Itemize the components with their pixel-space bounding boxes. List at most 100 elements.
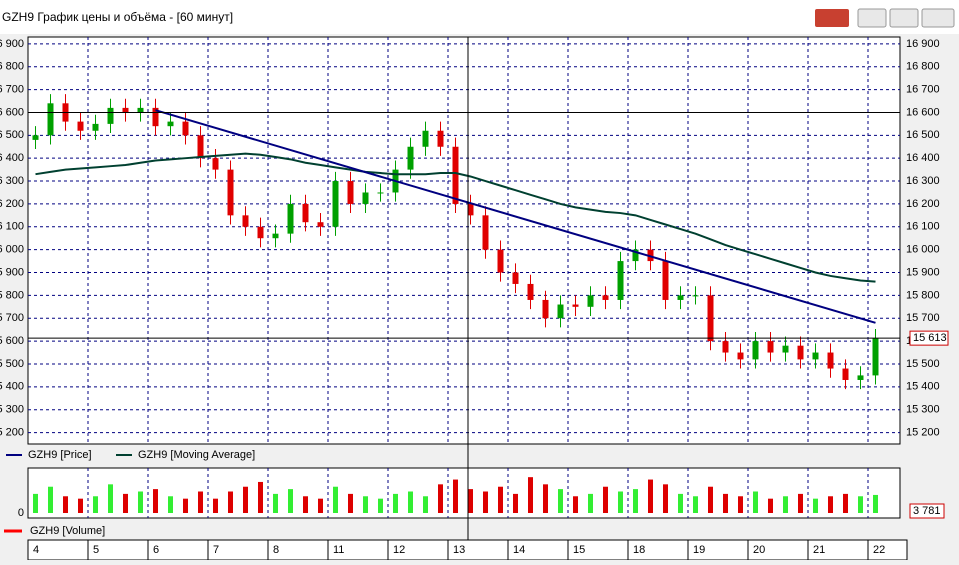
y-tick-label: 15 300: [906, 404, 940, 416]
date-label: 20: [753, 544, 765, 556]
y-tick-label-left: 15 700: [0, 312, 24, 324]
y-tick-label-left: 16 400: [0, 152, 24, 164]
date-label: 14: [513, 544, 525, 556]
volume-bar: [183, 498, 188, 513]
y-tick-label: 15 800: [906, 289, 940, 301]
volume-bar: [48, 486, 53, 513]
minimize-button[interactable]: [857, 8, 887, 28]
candle-body: [362, 192, 369, 204]
date-label: 11: [333, 544, 344, 556]
current-price-label: 15 613: [913, 332, 947, 344]
date-label: 15: [573, 544, 585, 556]
date-label: 21: [813, 544, 825, 556]
y-tick-label: 16 600: [906, 106, 940, 118]
candle-body: [827, 352, 834, 369]
volume-bar: [843, 493, 848, 513]
volume-bar: [408, 491, 413, 513]
volume-bar: [318, 498, 323, 513]
maximize-button[interactable]: [889, 8, 919, 28]
date-label: 19: [693, 544, 705, 556]
candle-body: [272, 233, 279, 239]
candle-body: [32, 135, 39, 140]
candle-body: [467, 203, 474, 216]
candle-body: [92, 123, 99, 131]
volume-bar: [33, 493, 38, 513]
y-tick-label: 16 100: [906, 221, 940, 233]
volume-last-box: [909, 503, 945, 519]
candle-body: [137, 107, 144, 113]
candle-body: [512, 272, 519, 284]
volume-bar: [813, 498, 818, 513]
y-tick-label-left: 16 600: [0, 106, 24, 118]
volume-bar: [783, 496, 788, 513]
volume-bar: [258, 481, 263, 513]
volume-bar: [543, 484, 548, 513]
candle-body: [527, 283, 534, 300]
y-tick-label: 16 900: [906, 38, 940, 50]
y-tick-label-left: 16 900: [0, 38, 24, 50]
y-tick-label: 16 500: [906, 129, 940, 141]
volume-bar: [678, 493, 683, 513]
volume-bar: [528, 477, 533, 513]
volume-bar: [618, 491, 623, 513]
volume-bar: [78, 498, 83, 513]
volume-legend-label: GZH9 [Volume]: [30, 525, 105, 537]
legend-label: GZH9 [Moving Average]: [138, 449, 255, 461]
left-axis: 16 900 16 800 16 700 16 600 16 500 16 400 16 3…: [0, 38, 24, 439]
candle-body: [692, 295, 699, 297]
pin-button[interactable]: [815, 9, 849, 27]
candle-body: [707, 295, 714, 342]
moving-average: [35, 152, 876, 283]
legend-label: GZH9 [Price]: [28, 449, 92, 461]
y-tick-label-left: 15 800: [0, 289, 24, 301]
volume-bar: [348, 493, 353, 513]
y-tick-label: 15 900: [906, 266, 940, 278]
y-tick-label: 15 400: [906, 381, 940, 393]
volume-bar: [303, 496, 308, 513]
candle-body: [587, 295, 594, 307]
volume-bar: [603, 486, 608, 513]
candle-body: [737, 352, 744, 360]
candle-body: [347, 181, 354, 204]
candle-body: [107, 107, 114, 124]
candle-body: [602, 295, 609, 300]
volume-bar: [168, 496, 173, 513]
volume-bar: [288, 489, 293, 513]
close-button[interactable]: [921, 8, 955, 28]
volume-bar: [858, 496, 863, 513]
volume-bar: [108, 484, 113, 513]
volume-bar: [363, 496, 368, 513]
candle-body: [632, 249, 639, 262]
candle-body: [842, 368, 849, 380]
candle-body: [677, 295, 684, 300]
date-label: 22: [873, 544, 885, 556]
volume-bar: [768, 498, 773, 513]
candle-body: [797, 345, 804, 360]
volume-bar: [588, 493, 593, 513]
volume-bar: [633, 489, 638, 513]
date-label: 8: [273, 544, 279, 556]
y-tick-label-left: 15 600: [0, 335, 24, 347]
candle-body: [572, 304, 579, 307]
candle-body: [767, 341, 774, 353]
price-pane: [27, 36, 901, 445]
candle-body: [542, 299, 549, 319]
volume-bar: [138, 491, 143, 513]
candle-body: [662, 261, 669, 300]
y-tick-label: 16 400: [906, 152, 940, 164]
volume-bar: [243, 486, 248, 513]
volume-bar: [558, 489, 563, 513]
volume-bar: [828, 496, 833, 513]
candle-body: [722, 341, 729, 353]
volume-last-label: 3 781: [913, 505, 941, 517]
volume-bar: [198, 491, 203, 513]
date-label: 6: [153, 544, 159, 556]
candle-body: [47, 103, 54, 136]
volume-bar: [873, 494, 878, 513]
volume-bar: [468, 489, 473, 513]
candle-body: [872, 338, 879, 376]
trendline: [155, 109, 876, 324]
candle-body: [332, 181, 339, 227]
volume-bar: [798, 493, 803, 513]
